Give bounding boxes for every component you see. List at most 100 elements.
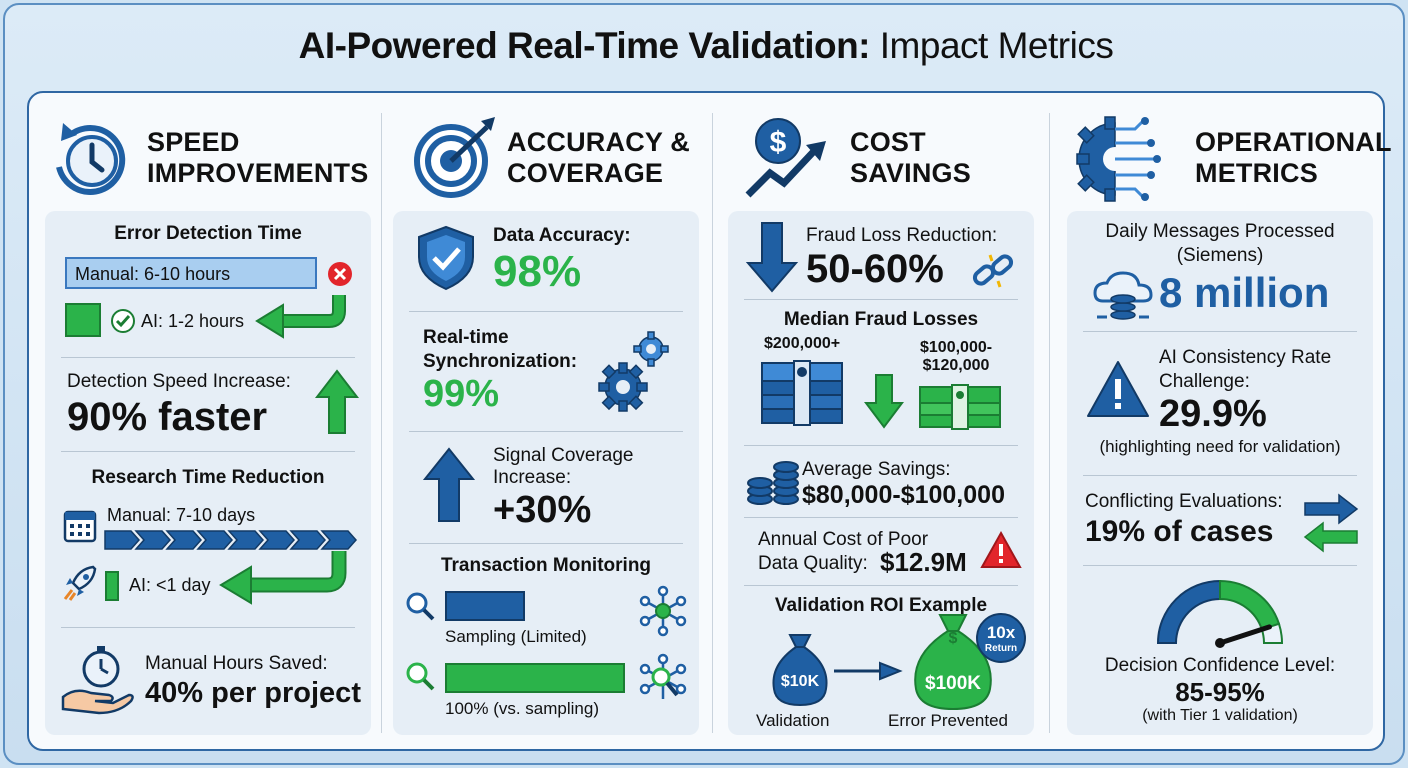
operational-column: OPERATIONAL METRICS Daily Messages Proces… [1049, 93, 1392, 749]
consistency-label-1: AI Consistency Rate [1159, 347, 1332, 368]
median-after-value: $100,000- $120,000 [920, 339, 993, 374]
confidence-note: (with Tier 1 validation) [1142, 707, 1298, 724]
cost-card: Fraud Loss Reduction: 50-60% Median Frau… [728, 211, 1034, 735]
hours-saved-label: Manual Hours Saved: [145, 653, 328, 674]
error-x-icon [327, 261, 353, 287]
sampling-bar [445, 591, 525, 621]
full-coverage-bar [445, 663, 625, 693]
poor-quality-label-1: Annual Cost of Poor [758, 529, 929, 550]
research-title: Research Time Reduction [91, 467, 325, 488]
messages-label-1: Daily Messages Processed [1105, 221, 1335, 242]
accuracy-card: Data Accuracy: 98% Real-time Synchroniza… [393, 211, 699, 735]
divider [744, 299, 1018, 300]
cloud-database-icon [1093, 271, 1153, 323]
page-title: AI-Powered Real-Time Validation: Impact … [298, 25, 1114, 66]
ai-time-bar [65, 303, 101, 337]
messages-label-2: (Siemens) [1176, 245, 1264, 266]
research-manual-label: Manual: 7-10 days [107, 505, 256, 525]
operational-card: Daily Messages Processed (Siemens) 8 mil… [1067, 211, 1373, 735]
calendar-icon [63, 507, 97, 543]
gauge-segment-low [1156, 579, 1221, 644]
detection-speed-label: Detection Speed Increase: [67, 371, 291, 392]
signal-label-2: Increase: [493, 467, 572, 488]
down-arrow-green-icon [864, 373, 904, 429]
svg-text:$: $ [770, 126, 787, 159]
bag-small-value: $10K [780, 673, 820, 690]
divider [61, 627, 355, 628]
column-divider [381, 113, 382, 733]
validation-label: Validation [756, 711, 830, 730]
manual-time-bar [65, 257, 317, 289]
confidence-gauge [1155, 577, 1285, 649]
speed-column: SPEED IMPROVEMENTS Error Detection Time M… [29, 93, 382, 749]
signal-label-1: Signal Coverage [493, 445, 634, 466]
up-arrow-icon [314, 369, 360, 435]
cost-heading: COST SAVINGS [850, 127, 971, 188]
cost-header: $ COST SAVINGS [712, 113, 1049, 203]
infographic-frame: AI-Powered Real-Time Validation: Impact … [3, 3, 1405, 765]
divider [409, 543, 683, 544]
data-accuracy-label: Data Accuracy: [493, 225, 631, 246]
fraud-reduction-value: 50-60% [806, 247, 944, 291]
coin-stacks-icon [746, 461, 802, 507]
return-arrow-icon [213, 547, 353, 607]
consistency-value: 29.9% [1159, 393, 1267, 435]
magnifier-icon [405, 661, 435, 691]
accuracy-column: ACCURACY & COVERAGE Data Accuracy: 98% Re… [381, 93, 713, 749]
operational-header: OPERATIONAL METRICS [1049, 113, 1392, 203]
divider [1083, 565, 1357, 566]
median-title: Median Fraud Losses [783, 309, 979, 330]
sync-label-2: Synchronization: [423, 351, 578, 372]
divider [61, 451, 355, 452]
roi-badge: 10x Return [976, 613, 1026, 663]
right-arrow-icon [832, 659, 903, 683]
error-detection-title: Error Detection Time [114, 223, 302, 244]
hours-saved-value: 40% per project [145, 677, 361, 709]
column-divider [1049, 113, 1050, 733]
magnifier-icon [405, 591, 435, 621]
down-arrow-icon [745, 221, 799, 293]
confidence-label: Decision Confidence Level: [1104, 655, 1336, 676]
warning-icon [1085, 359, 1151, 419]
monitoring-title: Transaction Monitoring [440, 555, 652, 576]
divider [744, 517, 1018, 518]
accuracy-heading: ACCURACY & COVERAGE [507, 127, 691, 188]
conflicting-value: 19% of cases [1085, 515, 1274, 548]
ai-time-label: AI: 1-2 hours [141, 311, 245, 331]
gauge-hub [1215, 638, 1225, 648]
stopwatch-hand-icon [61, 643, 135, 717]
speed-header: SPEED IMPROVEMENTS [29, 113, 381, 203]
detection-speed-value: 90% faster [67, 395, 268, 439]
sampling-label: Sampling (Limited) [445, 627, 587, 646]
money-bag-small-icon [768, 631, 832, 707]
network-icon [637, 585, 689, 637]
money-bag-large-icon: $ [908, 609, 998, 713]
rocket-icon [61, 563, 101, 603]
bag-large-value: $100K [925, 673, 981, 694]
divider [409, 311, 683, 312]
full-coverage-label: 100% (vs. sampling) [445, 699, 600, 718]
fraud-reduction-label: Fraud Loss Reduction: [806, 225, 998, 246]
network-search-icon [637, 653, 689, 705]
divider [1083, 475, 1357, 476]
confidence-value: 85-95% [1175, 677, 1265, 707]
speed-heading: SPEED IMPROVEMENTS [147, 127, 369, 188]
operational-heading: OPERATIONAL METRICS [1195, 127, 1392, 188]
swap-arrows-icon [1303, 493, 1359, 553]
gears-icon [593, 327, 673, 417]
metrics-panel: SPEED IMPROVEMENTS Error Detection Time M… [27, 91, 1392, 751]
divider [1083, 331, 1357, 332]
divider [744, 585, 1018, 586]
cost-column: $ COST SAVINGS Fraud Loss Reduction: 50-6… [712, 93, 1050, 749]
sync-value: 99% [423, 373, 500, 415]
gauge-segment-high [1219, 579, 1281, 631]
ai-research-bar [105, 571, 119, 601]
consistency-label-2: Challenge: [1159, 371, 1250, 392]
gear-circuit-icon [1075, 115, 1161, 202]
column-divider [712, 113, 713, 733]
error-prevented-label: Error Prevented [888, 711, 1008, 730]
svg-text:$: $ [949, 630, 958, 647]
target-arrow-icon [411, 115, 497, 201]
avg-savings-label: Average Savings: [802, 459, 951, 480]
divider [744, 445, 1018, 446]
